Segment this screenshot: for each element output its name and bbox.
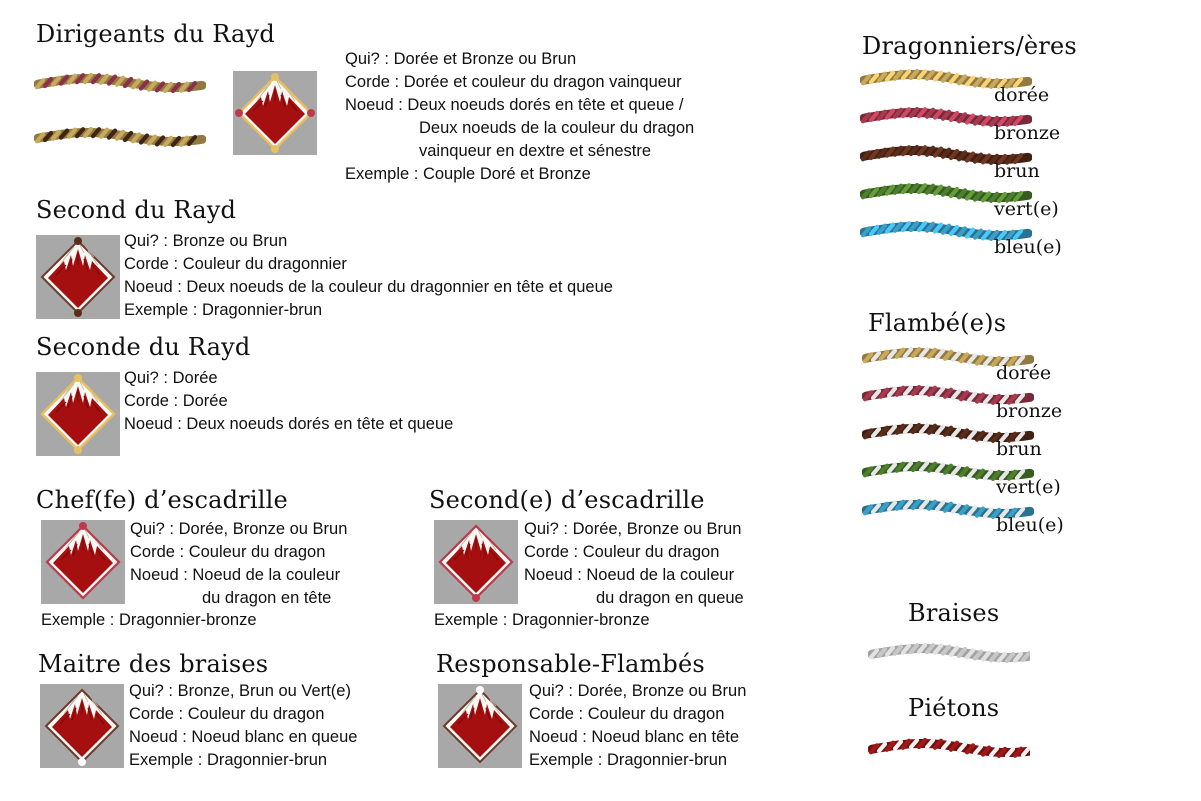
title-second-rayd: Second du Rayd <box>36 196 237 224</box>
chef-escadrille-corde: Corde : Couleur du dragon <box>130 543 326 561</box>
chef-escadrille-noeud-cont: du dragon en tête <box>202 589 332 607</box>
dragonniers-label-3: brun <box>994 160 1040 182</box>
seconde-rayd-noeud: Noeud : Deux noeuds dorés en tête et que… <box>124 415 454 433</box>
legend-dragonniers: dorée bronze brun vert(e) bleu(e) <box>860 66 1100 276</box>
dragonniers-rope-5 <box>860 220 1032 242</box>
dragonniers-rope-4 <box>860 182 1032 204</box>
text-maitre-braises: Qui? : Bronze, Brun ou Vert(e) Corde : C… <box>129 680 357 772</box>
seconde-rayd-qui: Qui? : Dorée <box>124 369 218 387</box>
text-responsable-flambes: Qui? : Dorée, Bronze ou Brun Corde : Cou… <box>529 680 746 772</box>
flambes-label-3: brun <box>996 438 1042 460</box>
second-escadrille-corde: Corde : Couleur du dragon <box>524 543 720 561</box>
rope-dirigeants-gold-bronze <box>34 72 206 94</box>
seconde-rayd-corde: Corde : Dorée <box>124 392 228 410</box>
flambes-label-2: bronze <box>996 400 1063 422</box>
title-second-escadrille: Second(e) d’escadrille <box>429 486 705 514</box>
title-dirigeants: Dirigeants du Rayd <box>36 20 275 48</box>
second-escadrille-noeud: Noeud : Noeud de la couleur <box>524 566 735 584</box>
text-chef-escadrille: Qui? : Dorée, Bronze ou Brun Corde : Cou… <box>130 518 347 610</box>
second-rayd-qui: Qui? : Bronze ou Brun <box>124 232 288 250</box>
title-dragonniers: Dragonniers/ères <box>862 32 1077 60</box>
title-maitre-braises: Maitre des braises <box>38 650 269 678</box>
responsable-flambes-qui: Qui? : Dorée, Bronze ou Brun <box>529 682 747 700</box>
flambes-rope-2 <box>862 384 1034 406</box>
dragonniers-rope-1 <box>860 68 1032 90</box>
flambes-label-5: bleu(e) <box>996 514 1064 536</box>
chef-escadrille-qui: Qui? : Dorée, Bronze ou Brun <box>130 520 348 538</box>
dragonniers-label-4: vert(e) <box>994 198 1059 220</box>
title-seconde-rayd: Seconde du Rayd <box>36 333 251 361</box>
text-dirigeants: Qui? : Dorée et Bronze ou Brun Corde : D… <box>345 48 694 186</box>
responsable-flambes-exemple: Exemple : Dragonnier-brun <box>529 751 728 769</box>
flambes-rope-1 <box>862 346 1034 368</box>
badge-chef-escadrille <box>41 520 125 604</box>
dirigeants-exemple: Exemple : Couple Doré et Bronze <box>345 165 591 183</box>
dirigeants-noeud: Noeud : Deux noeuds dorés en tête et que… <box>345 96 684 114</box>
maitre-braises-corde: Corde : Couleur du dragon <box>129 705 325 723</box>
rope-dirigeants-gold-brown <box>34 126 206 148</box>
badge-seconde-rayd <box>36 372 120 456</box>
flambes-rope-5 <box>862 498 1034 520</box>
badge-dirigeants <box>233 71 317 155</box>
second-rayd-corde: Corde : Couleur du dragonnier <box>124 255 347 273</box>
dragonniers-label-1: dorée <box>994 84 1050 106</box>
dirigeants-corde: Corde : Dorée et couleur du dragon vainq… <box>345 73 682 91</box>
flambes-rope-4 <box>862 460 1034 482</box>
legend-flambes: dorée bronze brun vert(e) bleu(e) <box>862 344 1102 554</box>
dragonniers-label-2: bronze <box>994 122 1061 144</box>
flambes-label-1: dorée <box>996 362 1052 384</box>
second-escadrille-noeud-cont: du dragon en queue <box>596 589 744 607</box>
title-pietons: Piétons <box>908 694 1000 722</box>
dirigeants-noeud-cont1: Deux noeuds de la couleur du dragon <box>419 119 695 137</box>
dirigeants-qui: Qui? : Dorée et Bronze ou Brun <box>345 50 577 68</box>
text-second-rayd: Qui? : Bronze ou Brun Corde : Couleur du… <box>124 230 613 322</box>
dirigeants-noeud-cont2: vainqueur en dextre et sénestre <box>419 142 652 160</box>
title-chef-escadrille: Chef(fe) d’escadrille <box>36 486 288 514</box>
responsable-flambes-corde: Corde : Couleur du dragon <box>529 705 725 723</box>
title-braises: Braises <box>908 599 1000 627</box>
badge-responsable-flambes <box>438 684 522 768</box>
rope-braises <box>868 642 1030 664</box>
title-responsable-flambes: Responsable-Flambés <box>436 650 705 678</box>
chef-escadrille-exemple: Exemple : Dragonnier-bronze <box>41 611 257 629</box>
dragonniers-label-5: bleu(e) <box>994 236 1062 258</box>
badge-maitre-braises <box>40 684 124 768</box>
dragonniers-rope-2 <box>860 106 1032 128</box>
flambes-rope-3 <box>862 422 1034 444</box>
second-rayd-noeud: Noeud : Deux noeuds de la couleur du dra… <box>124 278 613 296</box>
dragonniers-rope-3 <box>860 144 1032 166</box>
responsable-flambes-noeud: Noeud : Noeud blanc en tête <box>529 728 740 746</box>
badge-second-rayd <box>36 235 120 319</box>
rope-pietons <box>868 737 1030 759</box>
text-second-escadrille: Qui? : Dorée, Bronze ou Brun Corde : Cou… <box>524 518 744 610</box>
second-rayd-exemple: Exemple : Dragonnier-brun <box>124 301 323 319</box>
badge-second-escadrille <box>434 520 518 604</box>
chef-escadrille-noeud: Noeud : Noeud de la couleur <box>130 566 341 584</box>
second-escadrille-qui: Qui? : Dorée, Bronze ou Brun <box>524 520 742 538</box>
text-seconde-rayd: Qui? : Dorée Corde : Dorée Noeud : Deux … <box>124 367 453 436</box>
flambes-label-4: vert(e) <box>996 476 1061 498</box>
maitre-braises-exemple: Exemple : Dragonnier-brun <box>129 751 328 769</box>
maitre-braises-qui: Qui? : Bronze, Brun ou Vert(e) <box>129 682 351 700</box>
second-escadrille-exemple: Exemple : Dragonnier-bronze <box>434 611 650 629</box>
title-flambes: Flambé(e)s <box>868 309 1007 337</box>
maitre-braises-noeud: Noeud : Noeud blanc en queue <box>129 728 358 746</box>
